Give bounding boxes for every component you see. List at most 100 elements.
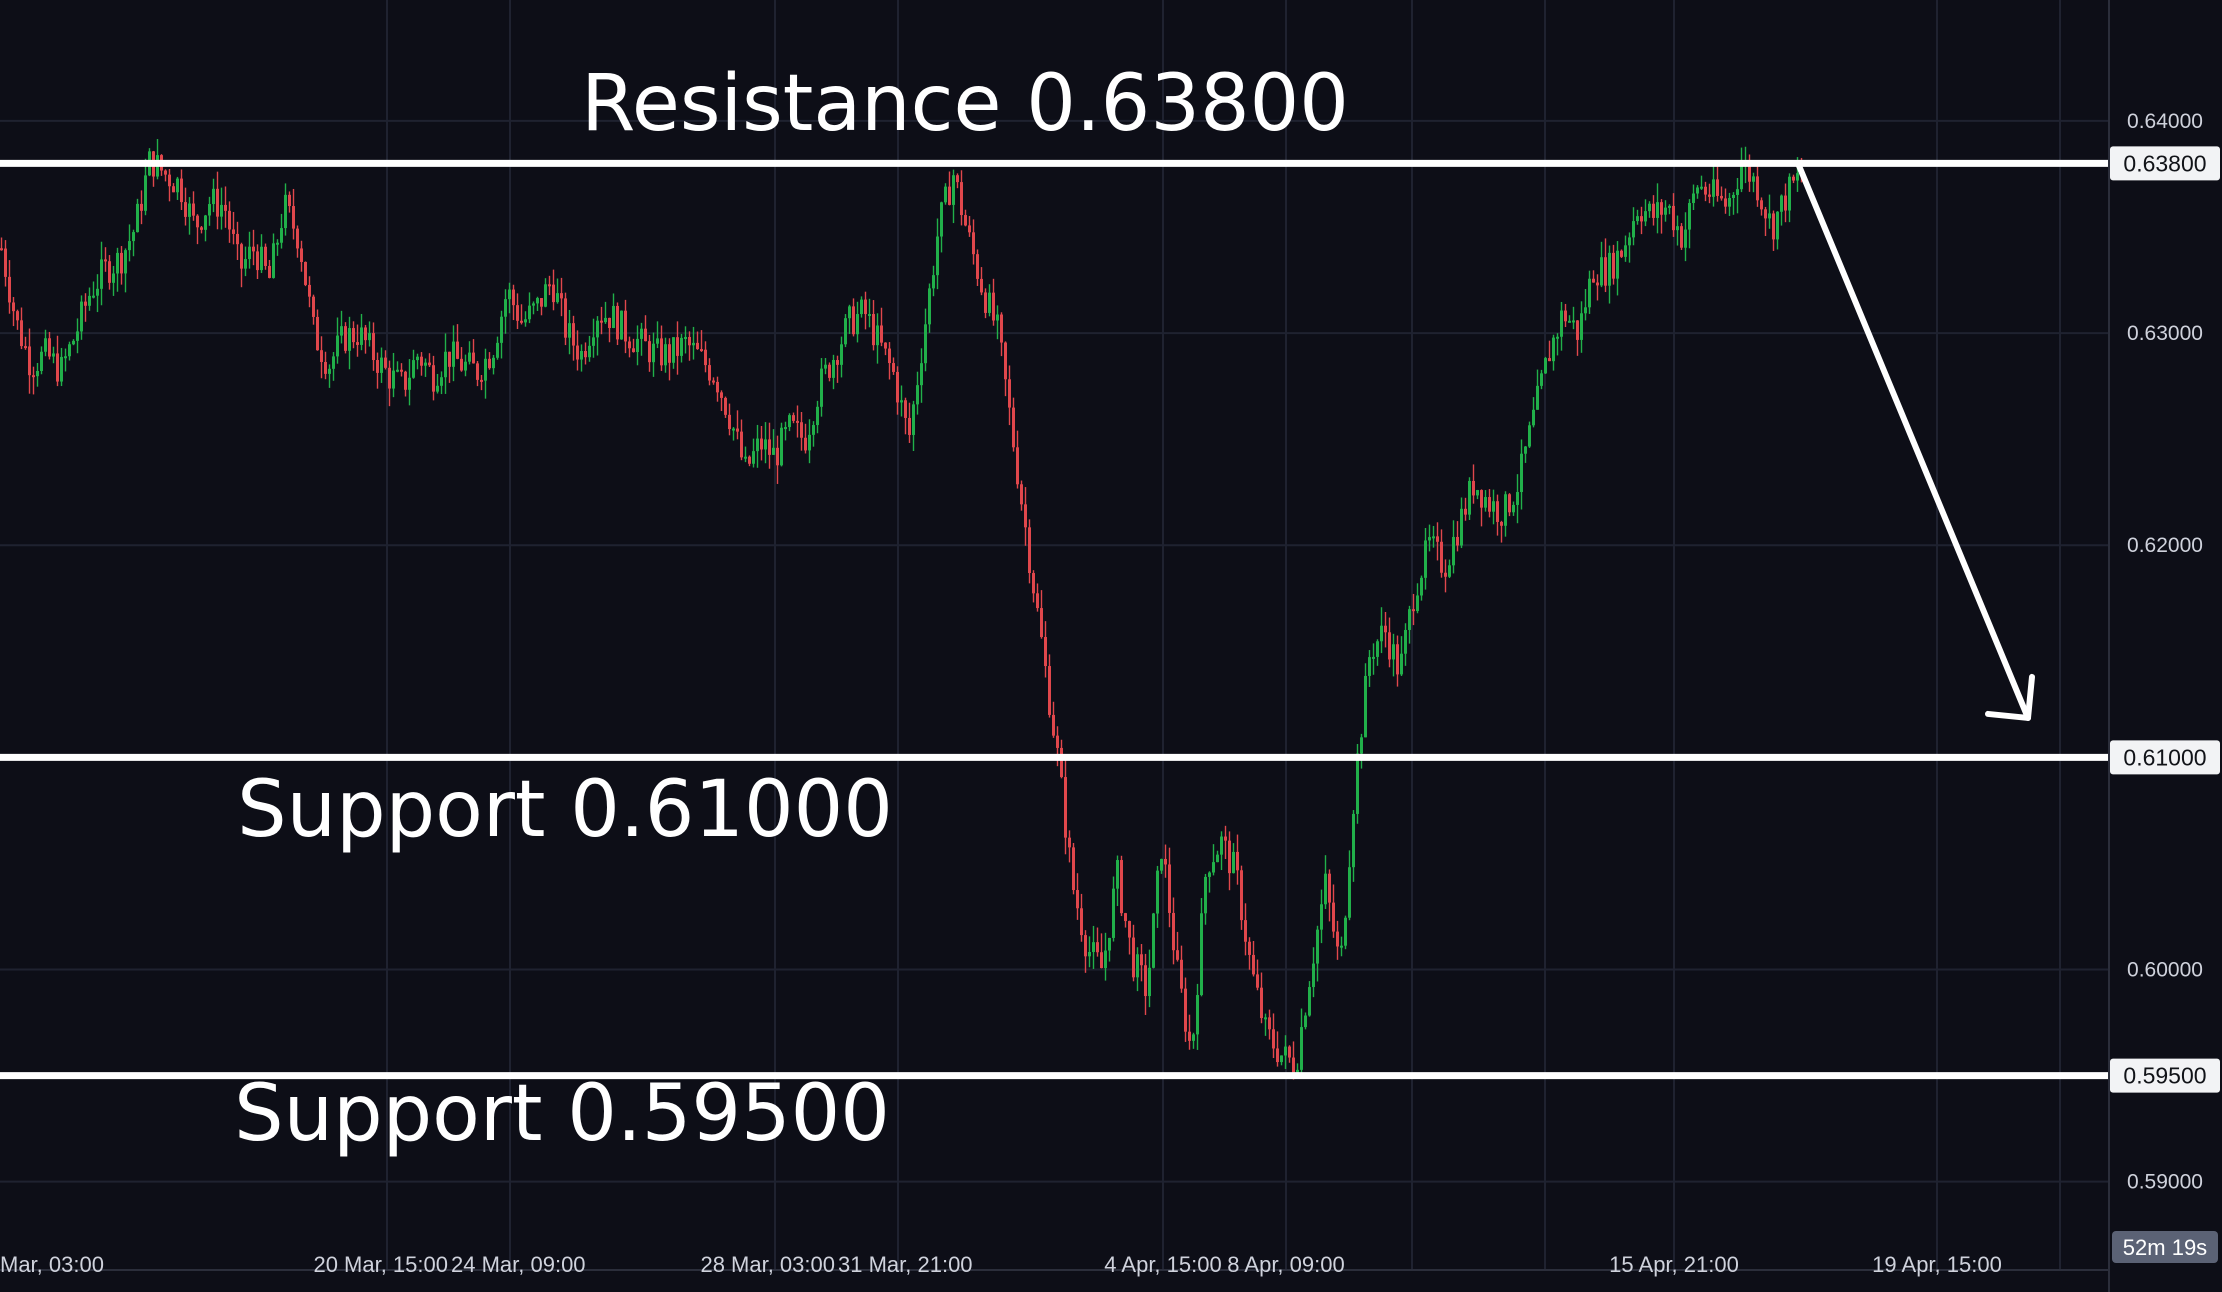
candle bbox=[364, 324, 367, 354]
candle bbox=[1204, 873, 1207, 925]
candle bbox=[604, 301, 607, 324]
candle bbox=[852, 298, 855, 337]
candle bbox=[1488, 489, 1491, 518]
candle bbox=[716, 376, 719, 402]
candle bbox=[168, 168, 171, 202]
candle bbox=[948, 171, 951, 206]
candle bbox=[1480, 489, 1483, 527]
candle bbox=[1436, 522, 1439, 561]
candle bbox=[1420, 575, 1423, 601]
candle bbox=[1600, 241, 1603, 288]
candle bbox=[456, 324, 459, 360]
candle bbox=[140, 190, 143, 225]
candle bbox=[340, 310, 343, 344]
candle bbox=[1616, 241, 1619, 296]
candle bbox=[684, 326, 687, 354]
candle bbox=[36, 362, 39, 387]
level-price-tag: 0.61000 bbox=[2110, 740, 2220, 775]
candle bbox=[976, 249, 979, 287]
candle bbox=[200, 225, 203, 234]
candle bbox=[1148, 949, 1151, 1008]
candle bbox=[1460, 497, 1463, 549]
candle bbox=[356, 324, 359, 357]
candle bbox=[1248, 937, 1251, 970]
candle bbox=[288, 191, 291, 213]
candle bbox=[1612, 244, 1615, 285]
candle bbox=[1024, 487, 1027, 546]
candle bbox=[1704, 181, 1707, 202]
candle bbox=[184, 187, 187, 226]
candle bbox=[708, 358, 711, 386]
candle bbox=[632, 338, 635, 353]
candle bbox=[1456, 521, 1459, 552]
candle bbox=[1288, 1045, 1291, 1063]
candle bbox=[912, 400, 915, 452]
candle bbox=[828, 362, 831, 382]
candle bbox=[104, 247, 107, 272]
candle bbox=[444, 333, 447, 394]
candle bbox=[1076, 873, 1079, 920]
candle bbox=[1396, 635, 1399, 687]
candle bbox=[972, 219, 975, 265]
candle bbox=[1236, 834, 1239, 885]
candle bbox=[1672, 193, 1675, 237]
candle bbox=[724, 396, 727, 418]
candle bbox=[616, 302, 619, 346]
candle bbox=[232, 211, 235, 245]
candle bbox=[992, 278, 995, 326]
candle bbox=[572, 315, 575, 361]
candle bbox=[1196, 983, 1199, 1050]
candle bbox=[1596, 274, 1599, 301]
projection-arrow-shaft bbox=[1795, 160, 2031, 721]
y-tick-label: 0.64000 bbox=[2127, 110, 2203, 133]
candle bbox=[248, 231, 251, 269]
candle bbox=[212, 178, 215, 213]
candle bbox=[436, 373, 439, 394]
candle bbox=[688, 331, 691, 361]
candle bbox=[660, 325, 663, 371]
candle bbox=[1344, 915, 1347, 950]
candle bbox=[20, 307, 23, 350]
candle bbox=[12, 297, 15, 327]
candle bbox=[1372, 643, 1375, 675]
level-price-tag-text: 0.63800 bbox=[2123, 150, 2206, 176]
candle bbox=[1072, 842, 1075, 895]
candle bbox=[208, 196, 211, 226]
candle bbox=[1096, 927, 1099, 957]
candle bbox=[628, 336, 631, 358]
candle bbox=[1644, 199, 1647, 227]
candle bbox=[1792, 174, 1795, 184]
candle bbox=[1172, 897, 1175, 965]
candle bbox=[1028, 519, 1031, 584]
candle bbox=[1784, 183, 1787, 223]
candle bbox=[1232, 843, 1235, 874]
candle bbox=[516, 293, 519, 330]
candle bbox=[1696, 185, 1699, 199]
candle bbox=[1712, 161, 1715, 207]
candle bbox=[268, 259, 271, 279]
candle bbox=[1152, 912, 1155, 969]
candle bbox=[1088, 936, 1091, 968]
candle bbox=[1752, 172, 1755, 193]
candle bbox=[1048, 654, 1051, 718]
candle bbox=[668, 338, 671, 381]
candle bbox=[492, 354, 495, 375]
candle bbox=[1624, 235, 1627, 262]
candle bbox=[476, 361, 479, 387]
candle bbox=[164, 169, 167, 182]
candle bbox=[980, 267, 983, 296]
candle bbox=[4, 240, 7, 287]
candle bbox=[372, 322, 375, 371]
candle bbox=[840, 336, 843, 378]
candle bbox=[800, 412, 803, 451]
candle bbox=[1112, 876, 1115, 942]
candle bbox=[504, 289, 507, 334]
candle bbox=[368, 321, 371, 347]
candle bbox=[252, 229, 255, 266]
candle bbox=[1628, 232, 1631, 263]
candle bbox=[1716, 164, 1719, 202]
candle bbox=[56, 335, 59, 387]
candle bbox=[1220, 831, 1223, 871]
candle bbox=[1308, 981, 1311, 1017]
